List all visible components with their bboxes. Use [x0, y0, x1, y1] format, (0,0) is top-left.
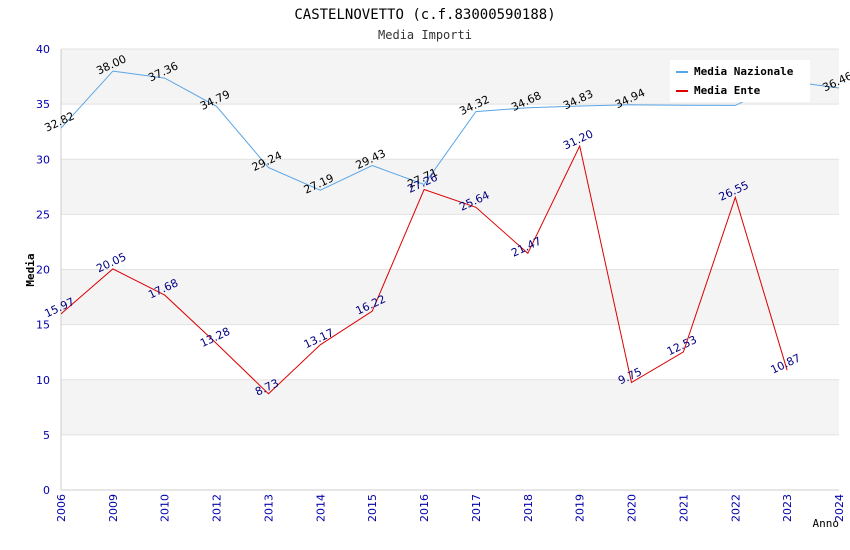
x-tick-label: 2024 — [833, 494, 846, 522]
y-tick-label: 25 — [36, 208, 50, 221]
plot-band — [61, 324, 839, 380]
y-tick-label: 20 — [36, 264, 50, 277]
x-tick-label: 2018 — [522, 494, 535, 522]
plot-band — [61, 269, 839, 325]
x-tick-label: 2009 — [107, 494, 120, 522]
x-tick-label: 2022 — [729, 494, 742, 522]
x-tick-label: 2006 — [55, 494, 68, 522]
gridlines — [61, 48, 839, 436]
legend-label-media-ente: Media Ente — [694, 84, 761, 97]
x-tick-label: 2021 — [677, 494, 690, 522]
y-axis-title: Media — [24, 253, 37, 286]
series-line-media-nazionale — [60, 70, 840, 191]
series-line-media-ente — [60, 144, 788, 395]
plot-band — [61, 434, 839, 490]
x-axis-title: Anno — [813, 517, 840, 530]
x-tick-label: 2012 — [211, 494, 224, 522]
y-tick-label: 10 — [36, 374, 50, 387]
chart-title: CASTELNOVETTO (c.f.83000590188) — [294, 7, 555, 23]
x-tick-label: 2016 — [418, 494, 431, 522]
x-tick-label: 2013 — [262, 494, 275, 522]
plot-band — [61, 379, 839, 435]
x-tick-label: 2010 — [159, 494, 172, 522]
plot-band — [61, 159, 839, 215]
series-layer — [60, 70, 840, 395]
plot-band — [61, 104, 839, 160]
plot-band — [61, 214, 839, 270]
legend: Media Nazionale Media Ente — [670, 60, 810, 102]
y-axis-ticks: 0 5 10 15 20 25 30 35 40 — [36, 43, 50, 497]
y-tick-label: 35 — [36, 98, 50, 111]
y-tick-label: 5 — [43, 429, 50, 442]
x-tick-label: 2017 — [470, 494, 483, 522]
y-tick-label: 0 — [43, 484, 50, 497]
x-tick-label: 2020 — [626, 494, 639, 522]
x-tick-label: 2019 — [574, 494, 587, 522]
x-tick-label: 2023 — [781, 494, 794, 522]
x-tick-label: 2015 — [366, 494, 379, 522]
chart-subtitle: Media Importi — [378, 28, 472, 42]
y-tick-label: 30 — [36, 153, 50, 166]
x-tick-label: 2014 — [314, 494, 327, 522]
plot-background-bands — [61, 49, 839, 490]
legend-background — [670, 60, 810, 102]
legend-label-media-nazionale: Media Nazionale — [694, 65, 794, 78]
y-tick-label: 40 — [36, 43, 50, 56]
x-axis-ticks: 2006 2009 2010 2012 2013 2014 2015 2016 2017 2018… — [55, 494, 846, 522]
y-tick-label: 15 — [36, 319, 50, 332]
